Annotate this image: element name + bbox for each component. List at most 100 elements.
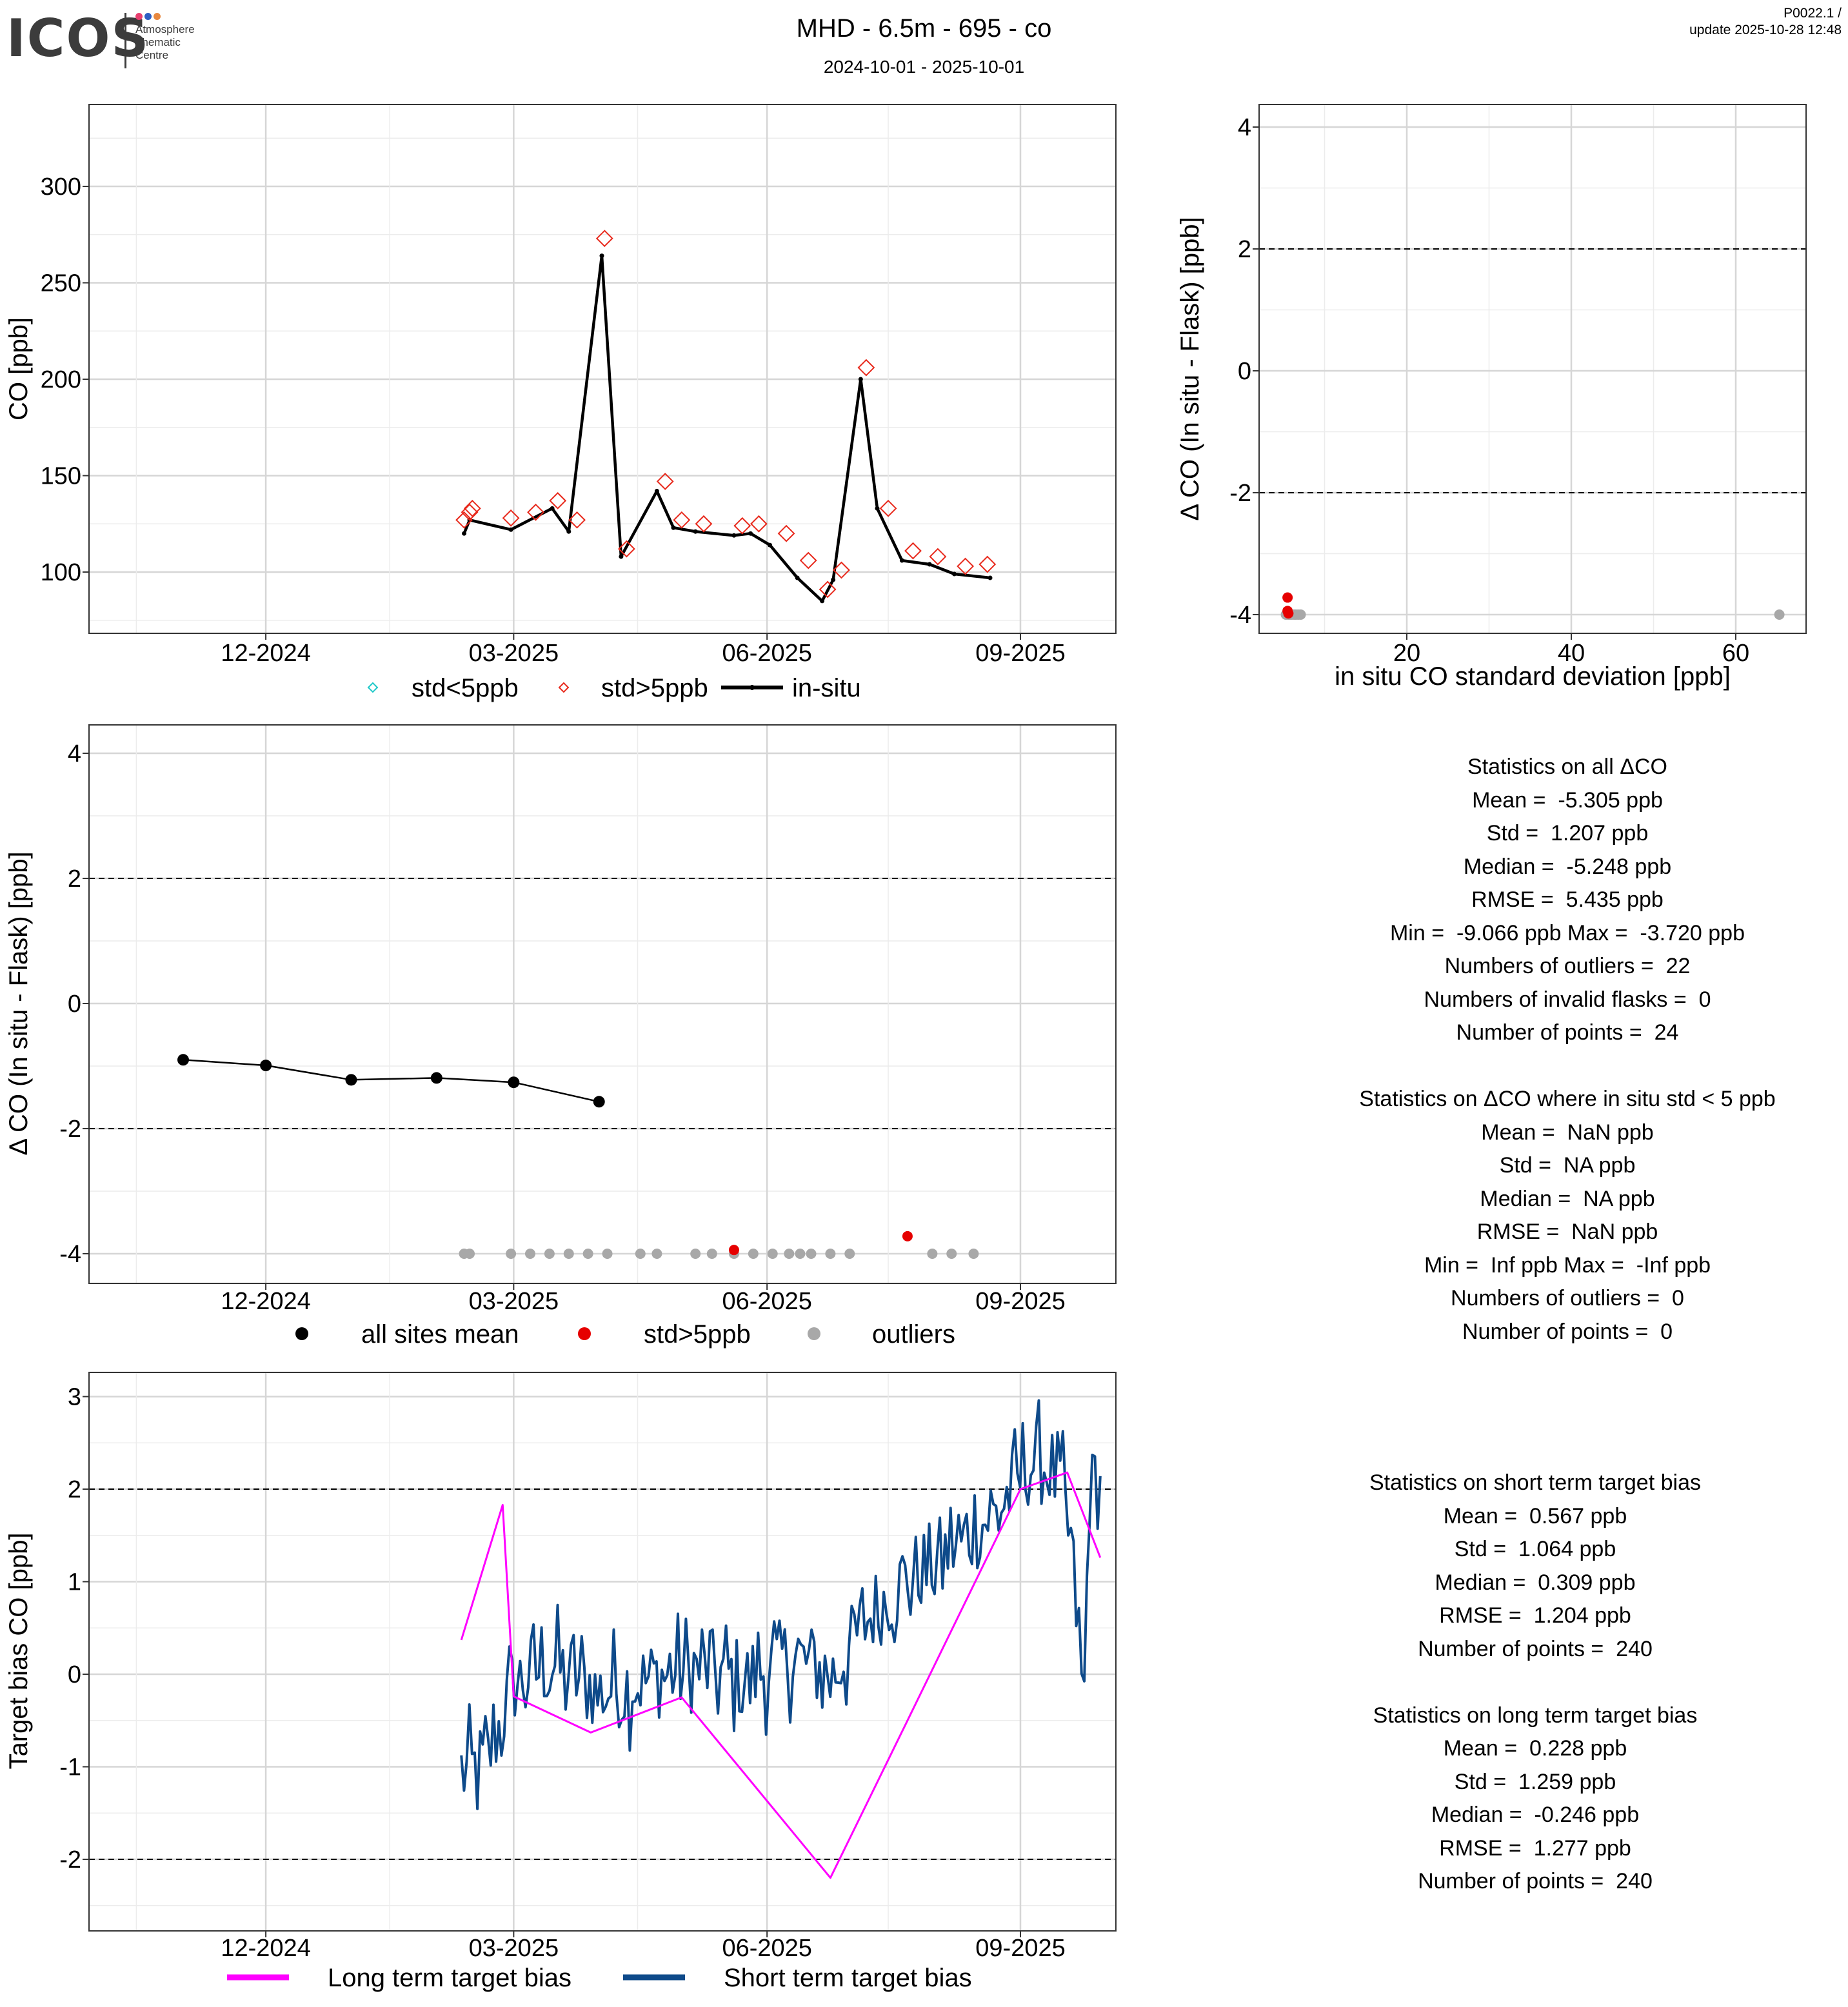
outlier-point <box>706 1249 717 1259</box>
stats-line: Number of points = 240 <box>1418 1636 1653 1661</box>
insitu-point <box>671 525 676 530</box>
outlier-point <box>690 1249 701 1259</box>
flask-point-std-gt5 <box>979 555 997 573</box>
mean-point <box>508 1076 520 1089</box>
flask-point-std-gt5 <box>750 515 768 533</box>
insitu-point <box>654 488 659 493</box>
y-tick-label: 0 <box>68 1661 81 1688</box>
insitu-point <box>748 531 753 536</box>
insitu-point <box>693 529 698 534</box>
mean-series-line <box>183 1059 599 1103</box>
flask-point-std-gt5 <box>618 540 635 558</box>
stats-line: Std = 1.207 ppb <box>1486 821 1649 845</box>
stats-line: Mean = -5.305 ppb <box>1472 787 1663 813</box>
logo-divider <box>124 13 126 68</box>
insitu-point <box>820 598 825 604</box>
y-axis-label: Target bias CO [ppb] <box>5 1533 33 1770</box>
logo-dots-icon <box>135 12 163 23</box>
stats-line: Median = 0.309 ppb <box>1435 1570 1636 1595</box>
flask-point-std-gt5 <box>929 548 947 566</box>
outlier-point <box>563 1249 574 1259</box>
outlier-point <box>767 1249 778 1259</box>
flask-point-std-gt5 <box>879 499 897 517</box>
stats-line: Median = -0.246 ppb <box>1431 1803 1640 1827</box>
stats-line: Mean = NaN ppb <box>1481 1120 1654 1145</box>
flask-point-std-gt5 <box>461 503 479 521</box>
flask-point-std-gt5 <box>455 511 473 529</box>
x-tick-label: 09-2025 <box>975 1935 1065 1962</box>
stats-line <box>1245 1050 1848 1083</box>
stats-line: Number of points = 240 <box>1418 1869 1653 1893</box>
stats-line: Min = Inf ppb Max = -Inf ppb <box>1424 1252 1711 1278</box>
legend-key-mean <box>295 1327 308 1340</box>
y-tick-label: -1 <box>59 1754 81 1781</box>
y-tick-label: -4 <box>59 1241 81 1268</box>
y-tick-label: 200 <box>41 366 81 393</box>
flask-point-std-gt5 <box>673 511 691 529</box>
flask-point-std-gt5 <box>568 511 586 529</box>
x-tick-label: 09-2025 <box>975 640 1065 667</box>
stats-line: Statistics on short term target bias <box>1369 1470 1701 1495</box>
logo-subtitle-line: Thematic <box>135 36 181 48</box>
plot-border <box>88 104 1117 634</box>
flask-point-std-gt5 <box>819 580 837 598</box>
outlier-point <box>524 1249 535 1259</box>
target-bias-chart: 3 2 1 0 -1 -2 12-2024 03-2025 06-2025 09-2025 Targ… <box>5 1372 1117 1992</box>
x-tick-label: 20 <box>1393 640 1420 667</box>
plot-background <box>1259 104 1806 633</box>
insitu-point <box>550 506 555 511</box>
logo-dot <box>144 13 152 20</box>
x-tick-label: 09-2025 <box>975 1288 1065 1315</box>
insitu-point <box>795 575 800 580</box>
x-tick-label: 06-2025 <box>722 1935 811 1962</box>
stats-line: Median = -5.248 ppb <box>1463 854 1672 879</box>
y-tick-label: 4 <box>68 740 81 767</box>
insitu-series-line <box>462 254 991 603</box>
insitu-point <box>927 562 932 567</box>
y-tick-label: 150 <box>41 463 81 490</box>
legend-key-std-gt5 <box>578 1327 591 1340</box>
stats-line: Numbers of outliers = 0 <box>1451 1286 1684 1310</box>
stats-line: RMSE = NaN ppb <box>1476 1220 1658 1244</box>
y-tick-label: -4 <box>1229 602 1251 629</box>
flask-point-std-gt5 <box>695 515 713 533</box>
outlier-point <box>968 1249 979 1259</box>
stats-line: RMSE = 1.277 ppb <box>1439 1835 1631 1861</box>
outlier-point <box>927 1249 938 1259</box>
y-tick-label: 250 <box>41 270 81 297</box>
plot-border <box>88 1372 1117 1932</box>
outlier-point <box>635 1249 646 1259</box>
stats-line <box>1213 1666 1848 1699</box>
flask-point-std-gt5 <box>595 230 613 248</box>
stats-line: Mean = 0.228 ppb <box>1443 1736 1627 1761</box>
insitu-point <box>731 533 737 538</box>
insitu-point <box>462 531 467 536</box>
flask-point-std-gt5 <box>777 524 795 542</box>
outlier-point <box>784 1249 795 1259</box>
delta-chart: 4 2 0 -2 -4 12-2024 03-2025 06-2025 09-2025 Δ CO … <box>5 724 1117 1349</box>
y-axis-label: Δ CO (In situ - Flask) [ppb] <box>5 851 33 1155</box>
flask-point-std-gt5 <box>733 517 751 535</box>
y-tick-label: 300 <box>41 173 81 201</box>
y-tick-label: 3 <box>68 1384 81 1411</box>
stats-line: Mean = 0.567 ppb <box>1443 1503 1627 1528</box>
outlier-point <box>464 1249 475 1259</box>
timeseries-chart: 100 150 200 250 300 12-2024 03-2025 06-2025 09-2… <box>5 104 1117 702</box>
plot-border <box>88 724 1117 1284</box>
std-gt5-point <box>902 1231 913 1241</box>
y-tick-label: -2 <box>59 1846 81 1874</box>
outlier-point <box>946 1249 957 1259</box>
outlier-point <box>844 1249 855 1259</box>
y-axis-label: CO [ppb] <box>5 317 33 420</box>
legend-key-std-gt5 <box>558 682 570 693</box>
flask-point-std-gt5 <box>502 509 520 527</box>
stats-line: Numbers of outliers = 22 <box>1444 954 1691 978</box>
legend-label: all sites mean <box>361 1320 519 1349</box>
x-axis-label: in situ CO standard deviation [ppb] <box>1335 662 1731 691</box>
stats-target-bias: Statistics on short term target bias Mean… <box>1213 1467 1848 1899</box>
y-tick-label: 4 <box>1238 114 1251 141</box>
stats-line: RMSE = 5.435 ppb <box>1471 887 1664 912</box>
page-title: MHD - 6.5m - 695 - co <box>796 14 1052 43</box>
insitu-point <box>767 542 772 548</box>
